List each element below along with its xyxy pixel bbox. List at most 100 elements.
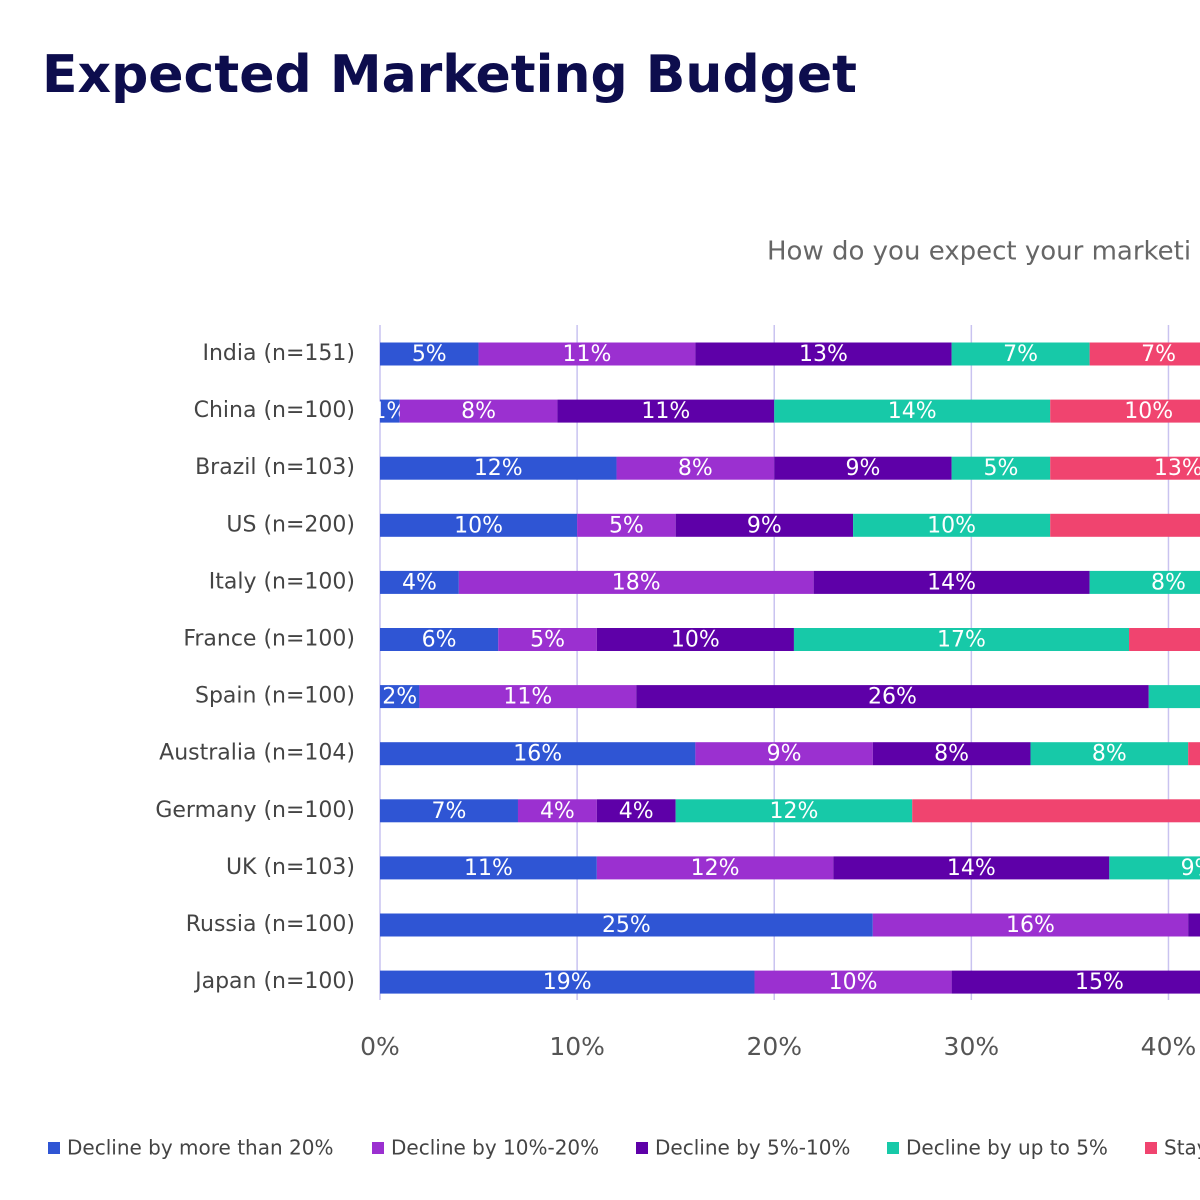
bar-segment	[399, 399, 558, 423]
bar-segment	[774, 399, 1051, 423]
bar-segment	[695, 742, 873, 766]
bar-segment	[577, 513, 676, 537]
data-label: 7%	[432, 799, 467, 824]
bar-segment	[498, 628, 597, 651]
data-label: 16%	[1006, 913, 1055, 938]
y-tick-label: US (n=200)	[226, 512, 355, 537]
bar-segment	[596, 628, 794, 651]
y-tick-label: Brazil (n=103)	[195, 455, 355, 480]
data-label: 9%	[845, 456, 880, 481]
data-label: 19%	[543, 970, 592, 995]
bar-segment	[1089, 342, 1200, 366]
data-label: 10%	[454, 513, 503, 538]
bar-segment	[616, 456, 775, 480]
bar-segment	[458, 570, 814, 594]
data-label: 18%	[612, 570, 661, 595]
data-label: 5%	[412, 342, 447, 367]
data-label: 10%	[671, 628, 720, 653]
bar-segment	[872, 913, 1189, 937]
data-label: 5%	[530, 628, 565, 653]
data-label: 12%	[769, 799, 818, 824]
data-label: 14%	[947, 856, 996, 881]
data-label: 6%	[422, 628, 457, 653]
bar-segment	[596, 856, 834, 880]
bar-segment	[596, 799, 676, 823]
data-label: 2%	[382, 685, 417, 710]
bar-segment	[380, 399, 400, 423]
bar-segment	[380, 628, 499, 651]
data-label: 17%	[937, 628, 986, 653]
data-label: 8%	[1151, 570, 1186, 595]
legend-swatch	[636, 1142, 648, 1154]
legend-label: Stay	[1164, 1136, 1200, 1160]
legend-swatch	[372, 1142, 384, 1154]
data-label: 5%	[983, 456, 1018, 481]
bar-segment	[951, 456, 1051, 480]
data-label: 7%	[1141, 342, 1176, 367]
data-label: 9%	[747, 513, 782, 538]
data-label: 7%	[1003, 342, 1038, 367]
data-label: 25%	[602, 913, 651, 938]
bar-segment	[380, 342, 479, 366]
bar-segment	[380, 856, 597, 880]
x-tick-label: 30%	[944, 1032, 1000, 1061]
data-label: 11%	[641, 399, 690, 424]
data-label: 13%	[799, 342, 848, 367]
legend-label: Decline by 5%-10%	[655, 1136, 850, 1160]
data-label: 14%	[888, 399, 937, 424]
bar-segment	[1050, 456, 1200, 480]
data-label: 16%	[513, 742, 562, 767]
bar-segment	[380, 513, 578, 537]
data-label: 10%	[829, 970, 878, 995]
legend-label: Decline by more than 20%	[67, 1136, 333, 1160]
data-label: 9%	[767, 742, 802, 767]
bar-segment	[872, 742, 1031, 766]
x-tick-label: 20%	[746, 1032, 802, 1061]
data-label: 12%	[474, 456, 523, 481]
data-label: 9%	[1181, 856, 1200, 881]
legend-label: Decline by up to 5%	[906, 1136, 1108, 1160]
legend-swatch	[48, 1142, 60, 1154]
bar-segment	[951, 970, 1200, 994]
bar-segment	[380, 685, 420, 709]
bar-segment	[853, 513, 1051, 537]
data-label: 8%	[1092, 742, 1127, 767]
bar-segment	[478, 342, 696, 366]
x-tick-label: 40%	[1141, 1032, 1197, 1061]
data-label: 4%	[402, 570, 437, 595]
data-label: 15%	[1075, 970, 1124, 995]
bar-segment	[695, 342, 952, 366]
bar-segment	[774, 456, 952, 480]
y-tick-label: India (n=151)	[202, 341, 355, 366]
y-tick-label: Spain (n=100)	[195, 684, 355, 709]
bar-segment	[675, 513, 854, 537]
bar-segment	[419, 685, 637, 709]
bar-segment	[636, 685, 1149, 709]
bar-segment	[380, 570, 459, 594]
bar-segment	[380, 799, 518, 823]
bar-segment	[793, 628, 1130, 651]
bar-segment	[1050, 399, 1200, 423]
data-label: 8%	[934, 742, 969, 767]
data-label: 11%	[563, 342, 612, 367]
data-label: 11%	[503, 685, 552, 710]
x-tick-label: 10%	[549, 1032, 605, 1061]
bar-segment	[380, 456, 617, 480]
data-label: 8%	[461, 399, 496, 424]
bar-segment	[380, 970, 755, 994]
bar-segment	[380, 742, 696, 766]
bar-segment	[557, 399, 775, 423]
bar-segment	[912, 799, 1200, 823]
bar-segment	[517, 799, 597, 823]
bar-segment	[1188, 742, 1200, 766]
data-label: 14%	[927, 570, 976, 595]
bar-segment	[380, 913, 873, 937]
bar-segment	[1188, 913, 1200, 937]
legend-swatch	[1145, 1142, 1157, 1154]
y-tick-label: China (n=100)	[194, 398, 355, 423]
bar-segment	[1129, 628, 1200, 651]
data-label: 4%	[540, 799, 575, 824]
bar-segment	[1089, 570, 1200, 594]
data-label: 11%	[464, 856, 513, 881]
chart-title: Expected Marketing Budget	[42, 45, 857, 105]
